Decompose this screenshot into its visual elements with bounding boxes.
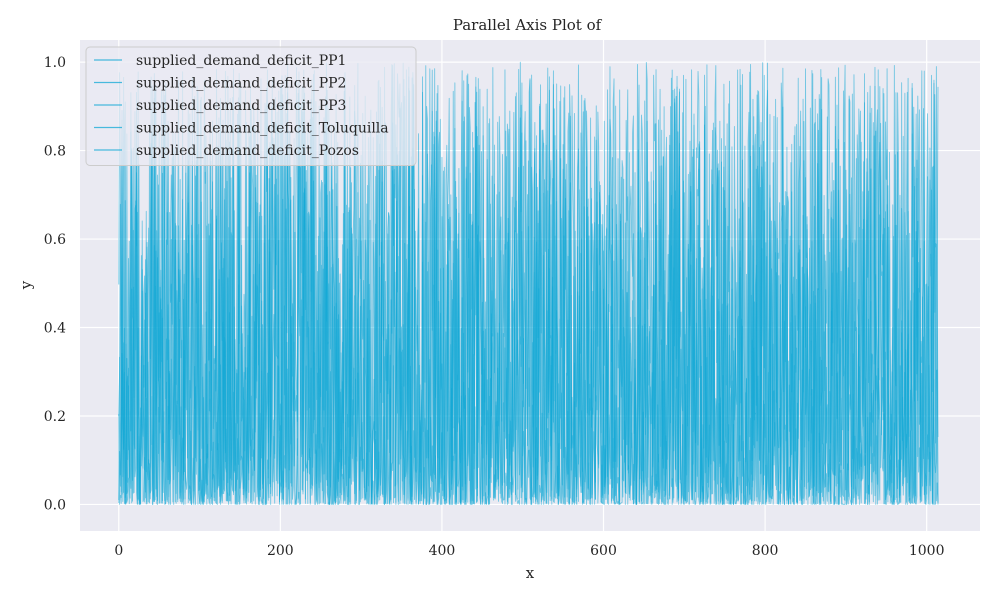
x-tick-label: 400 [429, 543, 456, 559]
legend-label: supplied_demand_deficit_PP2 [136, 76, 346, 92]
series-line [118, 61, 939, 505]
x-tick-label: 1000 [909, 543, 945, 559]
y-tick-label: 0.8 [44, 144, 66, 160]
x-tick-label: 800 [752, 543, 779, 559]
y-tick-label: 0.6 [44, 232, 66, 248]
legend-label: supplied_demand_deficit_Pozos [136, 143, 359, 159]
y-tick-label: 0.4 [44, 321, 66, 337]
y-axis-ticks: 0.0 0.2 0.4 0.6 0.8 1.0 [44, 55, 66, 513]
series-line [118, 62, 939, 505]
legend-label: supplied_demand_deficit_Toluquilla [136, 121, 389, 137]
y-tick-label: 1.0 [44, 55, 66, 71]
legend: supplied_demand_deficit_PP1 supplied_dema… [85, 46, 417, 166]
y-tick-label: 0.2 [44, 409, 66, 425]
x-axis-label: x [526, 564, 535, 582]
y-axis-label: y [17, 280, 35, 290]
legend-box [85, 46, 417, 166]
x-tick-label: 0 [114, 543, 123, 559]
x-tick-label: 200 [267, 543, 294, 559]
chart-title: Parallel Axis Plot of [453, 16, 603, 34]
legend-label: supplied_demand_deficit_PP1 [136, 53, 346, 69]
series-lines [118, 61, 939, 505]
y-tick-label: 0.0 [44, 497, 66, 513]
x-tick-label: 600 [590, 543, 617, 559]
legend-label: supplied_demand_deficit_PP3 [136, 98, 346, 114]
x-axis-ticks: 0 200 400 600 800 1000 [114, 543, 944, 559]
